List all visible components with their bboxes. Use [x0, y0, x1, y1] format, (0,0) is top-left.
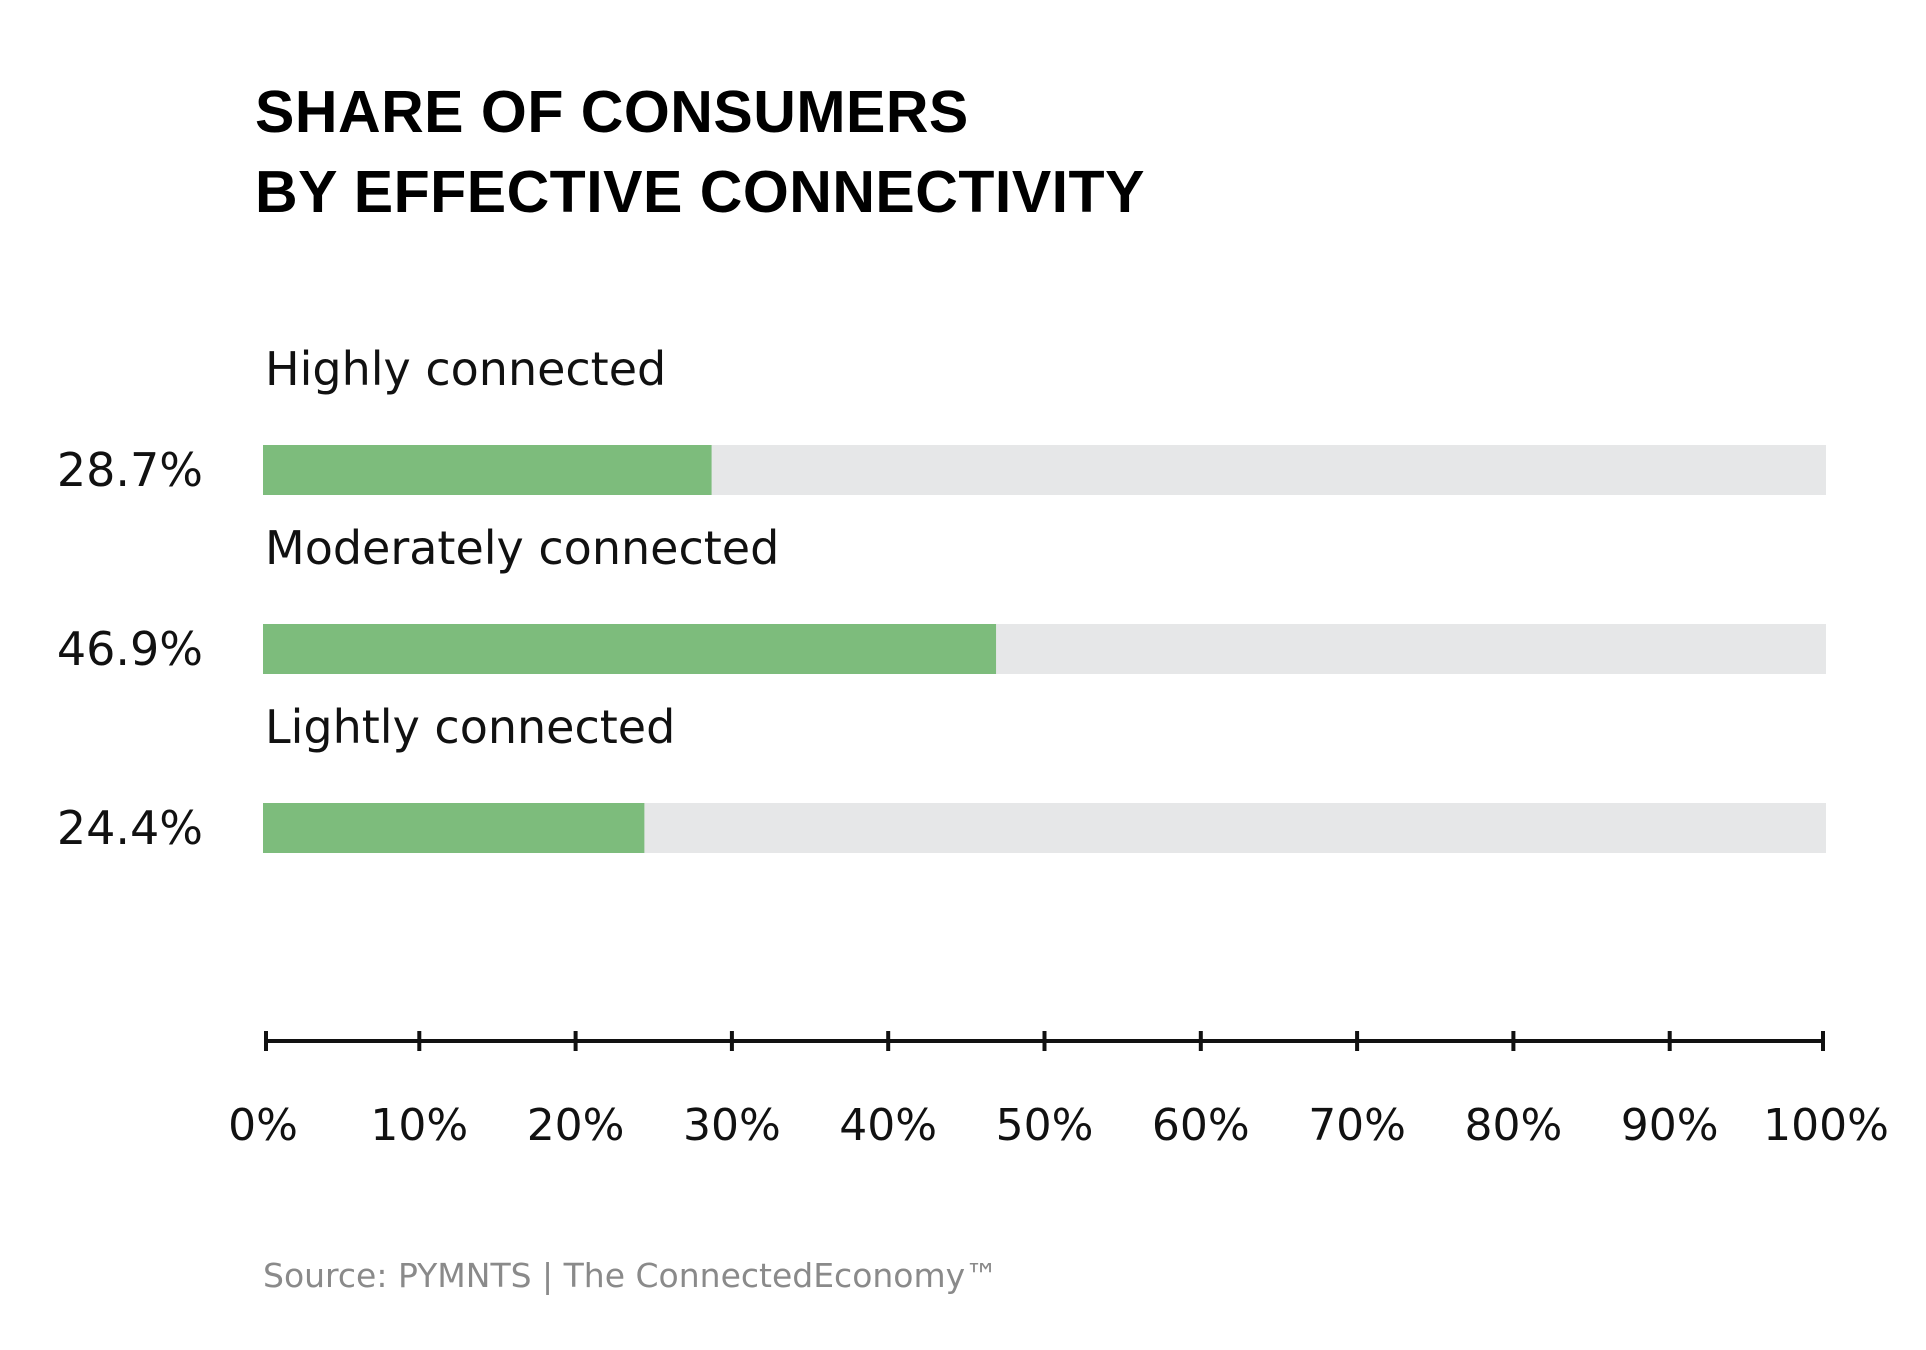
x-tick-label: 0%: [228, 1100, 298, 1151]
category-label: Moderately connected: [265, 521, 779, 575]
x-tick-label: 90%: [1621, 1100, 1719, 1151]
category-label: Lightly connected: [265, 700, 675, 754]
bar: [263, 624, 997, 674]
x-tick-label: 50%: [996, 1100, 1094, 1151]
source-note: Source: PYMNTS | The ConnectedEconomy™: [263, 1256, 999, 1295]
bar: [263, 803, 645, 853]
value-label: 46.9%: [57, 622, 203, 676]
x-tick-label: 30%: [683, 1100, 781, 1151]
value-label: 28.7%: [57, 443, 203, 497]
chart-title-line-2: BY EFFECTIVE CONNECTIVITY: [255, 159, 1145, 225]
chart-title-line-1: SHARE OF CONSUMERS: [255, 79, 969, 145]
x-tick-label: 40%: [839, 1100, 937, 1151]
x-tick-label: 70%: [1308, 1100, 1406, 1151]
x-tick-label: 100%: [1763, 1100, 1889, 1151]
bar: [263, 445, 712, 495]
x-tick-label: 20%: [527, 1100, 625, 1151]
x-tick-label: 80%: [1465, 1100, 1563, 1151]
value-label: 24.4%: [57, 801, 203, 855]
chart-title: SHARE OF CONSUMERS BY EFFECTIVE CONNECTI…: [255, 72, 1145, 232]
x-tick-label: 60%: [1152, 1100, 1250, 1151]
category-label: Highly connected: [265, 342, 666, 396]
x-tick-label: 10%: [370, 1100, 468, 1151]
